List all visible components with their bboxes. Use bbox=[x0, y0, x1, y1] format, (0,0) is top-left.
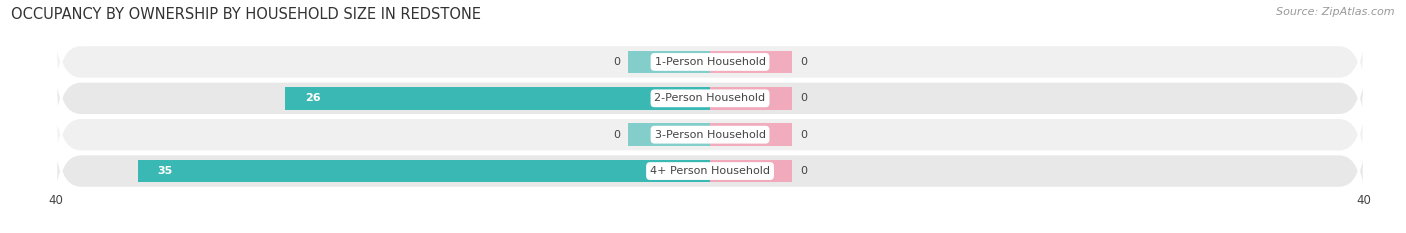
Text: 1-Person Household: 1-Person Household bbox=[655, 57, 765, 67]
Bar bbox=[138, 160, 710, 182]
Text: 0: 0 bbox=[613, 57, 620, 67]
FancyBboxPatch shape bbox=[56, 61, 1364, 136]
Text: 0: 0 bbox=[800, 57, 807, 67]
Bar bbox=[628, 51, 710, 73]
FancyBboxPatch shape bbox=[56, 24, 1364, 100]
FancyBboxPatch shape bbox=[56, 133, 1364, 209]
Text: 35: 35 bbox=[157, 166, 173, 176]
Text: 0: 0 bbox=[800, 130, 807, 140]
FancyBboxPatch shape bbox=[56, 97, 1364, 172]
Bar bbox=[710, 87, 792, 110]
Text: 26: 26 bbox=[305, 93, 321, 103]
Text: 4+ Person Household: 4+ Person Household bbox=[650, 166, 770, 176]
Bar bbox=[710, 160, 792, 182]
Bar bbox=[710, 51, 792, 73]
Text: 3-Person Household: 3-Person Household bbox=[655, 130, 765, 140]
Text: 0: 0 bbox=[800, 93, 807, 103]
Text: 0: 0 bbox=[800, 166, 807, 176]
Text: 0: 0 bbox=[613, 130, 620, 140]
Text: OCCUPANCY BY OWNERSHIP BY HOUSEHOLD SIZE IN REDSTONE: OCCUPANCY BY OWNERSHIP BY HOUSEHOLD SIZE… bbox=[11, 7, 481, 22]
Text: Source: ZipAtlas.com: Source: ZipAtlas.com bbox=[1277, 7, 1395, 17]
Bar bbox=[628, 123, 710, 146]
Text: 2-Person Household: 2-Person Household bbox=[654, 93, 766, 103]
Bar bbox=[710, 123, 792, 146]
Bar bbox=[285, 87, 710, 110]
